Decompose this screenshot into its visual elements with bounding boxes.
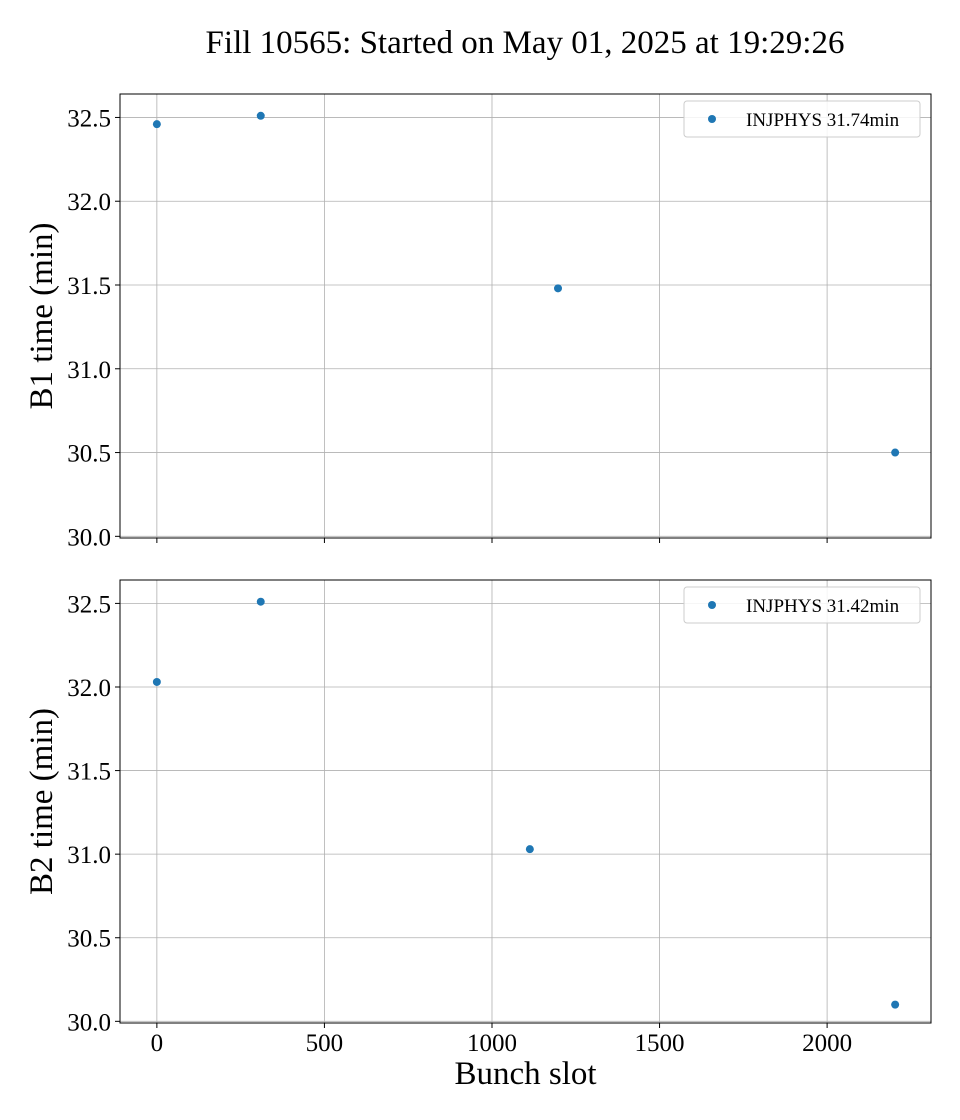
y-tick-label: 31.0 [67, 357, 111, 384]
x-tick-label: 500 [306, 1030, 344, 1057]
legend-marker [708, 115, 716, 123]
y-tick-label: 32.5 [67, 591, 111, 618]
data-point [891, 1000, 900, 1009]
data-point [152, 120, 161, 129]
data-point [525, 845, 534, 854]
chart-panels: 30.0 30.5 31.0 31.5 32.0 32.5 B1 time (min) INJ… [24, 93, 932, 1092]
y-tick-label: 30.5 [67, 926, 111, 953]
chart-panel-b2: 0 500 1000 1500 2000 30.0 30.5 31.0 31.5 32.0 32.5… [24, 579, 932, 1092]
legend: INJPHYS 31.74min [683, 100, 921, 138]
y-axis-label: B1 time (min) [24, 223, 60, 410]
plot-frame [119, 93, 932, 539]
legend-label: INJPHYS 31.74min [746, 110, 900, 131]
x-tick-label: 1500 [635, 1030, 685, 1057]
y-tick-label: 32.5 [67, 105, 111, 132]
x-tick-label: 1000 [467, 1030, 517, 1057]
x-tick-label: 0 [151, 1030, 164, 1057]
data-point [152, 677, 161, 686]
y-axis-label: B2 time (min) [24, 708, 60, 895]
data-point [891, 448, 900, 457]
x-axis-label: Bunch slot [454, 1056, 596, 1092]
legend-box [683, 586, 921, 624]
y-tick-label: 30.0 [67, 524, 111, 551]
y-tick-label: 31.5 [67, 273, 111, 300]
y-tick-label: 30.5 [67, 441, 111, 468]
legend-box [683, 100, 921, 138]
legend-marker [708, 601, 716, 609]
plot-frame [119, 579, 932, 1024]
chart-panel-b1: 30.0 30.5 31.0 31.5 32.0 32.5 B1 time (min) INJ… [24, 93, 932, 551]
figure-title: Fill 10565: Started on May 01, 2025 at 1… [206, 25, 845, 61]
data-point [554, 284, 563, 293]
legend-label: INJPHYS 31.42min [746, 596, 900, 617]
y-tick-label: 32.0 [67, 189, 111, 216]
data-point [256, 111, 265, 120]
x-tick-label: 2000 [802, 1030, 852, 1057]
y-tick-label: 30.0 [67, 1009, 111, 1036]
y-tick-label: 31.0 [67, 842, 111, 869]
legend: INJPHYS 31.42min [683, 586, 921, 624]
y-tick-label: 31.5 [67, 759, 111, 786]
data-point [256, 597, 265, 606]
y-tick-label: 32.0 [67, 675, 111, 702]
